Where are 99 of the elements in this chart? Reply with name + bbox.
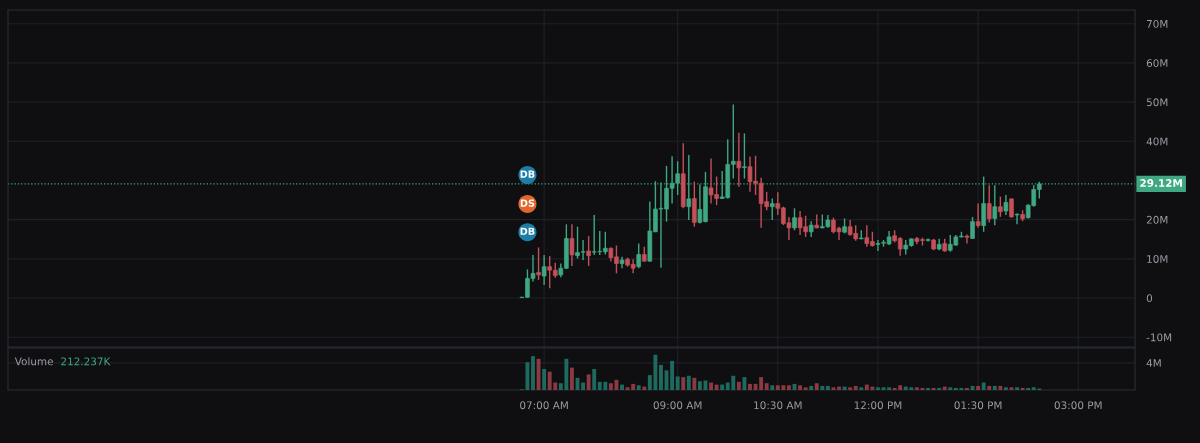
- bar: [942, 386, 947, 390]
- y-tick-label: 10M: [1147, 255, 1168, 263]
- candlestick: [742, 132, 747, 180]
- bar: [786, 385, 791, 390]
- bar: [825, 385, 830, 390]
- data-label: DB: [520, 170, 535, 178]
- bar: [692, 377, 697, 390]
- bar: [748, 383, 752, 390]
- bar: [620, 384, 624, 390]
- bar: [859, 387, 864, 390]
- bar: [686, 375, 691, 390]
- bar: [803, 387, 808, 390]
- bar: [820, 385, 825, 390]
- bar: [608, 383, 613, 390]
- bar: [770, 385, 775, 390]
- x-tick-label: 09:00 AM: [653, 401, 702, 410]
- bar: [697, 381, 702, 390]
- bar: [831, 387, 836, 390]
- bar: [998, 385, 1003, 390]
- bar: [809, 385, 814, 390]
- bar: [581, 382, 586, 390]
- y-tick-label: -10M: [1146, 333, 1172, 342]
- bar: [736, 381, 741, 390]
- bar: [531, 356, 535, 390]
- bar: [675, 376, 680, 390]
- bar: [842, 386, 847, 390]
- candlestick: [925, 237, 931, 243]
- candlestick: [964, 233, 970, 245]
- bar: [714, 384, 719, 390]
- bar: [798, 385, 802, 390]
- candlestick: [586, 235, 591, 267]
- candlestick: [792, 207, 797, 231]
- bar: [742, 377, 747, 390]
- bar: [926, 387, 930, 390]
- bar: [876, 387, 880, 390]
- y-tick-label: 20M: [1146, 215, 1168, 224]
- bar: [914, 387, 919, 390]
- bar: [636, 385, 641, 390]
- x-tick-label: 07:00 AM: [520, 401, 568, 410]
- bar: [837, 386, 841, 390]
- bar: [848, 387, 853, 390]
- candlestick: [769, 197, 775, 221]
- candlestick: [736, 131, 742, 188]
- candlestick: [692, 180, 697, 228]
- bar: [642, 386, 647, 390]
- bar: [681, 377, 686, 390]
- candlestick: [970, 216, 975, 240]
- bar: [720, 384, 725, 390]
- bar: [965, 387, 969, 390]
- bar: [937, 387, 942, 390]
- bar: [586, 374, 591, 390]
- bar: [592, 369, 597, 390]
- bar: [814, 383, 819, 390]
- bar: [536, 358, 541, 390]
- bar: [1015, 387, 1019, 390]
- candlestick: [536, 246, 541, 281]
- candlestick: [569, 223, 575, 267]
- candlestick: [998, 195, 1003, 218]
- y-tick-label: 0: [1146, 294, 1153, 303]
- y-tick-label: 70M: [1146, 19, 1168, 28]
- bar: [987, 385, 992, 390]
- bar: [670, 360, 675, 390]
- bar: [759, 377, 764, 390]
- bar: [570, 367, 574, 390]
- data-label: DS: [520, 199, 535, 207]
- candlestick: [1014, 212, 1020, 226]
- x-tick-label: 10:30 AM: [754, 401, 802, 410]
- y-tick-label: 4M: [1146, 359, 1161, 367]
- x-tick-label: 01:30 PM: [954, 401, 1002, 410]
- bar: [1020, 387, 1025, 390]
- annotation: 212.237K: [61, 357, 111, 366]
- bar: [853, 385, 858, 390]
- bar: [992, 385, 997, 390]
- y-tick-label: 60M: [1146, 59, 1168, 68]
- y-tick-label: 50M: [1146, 98, 1168, 107]
- candlestick: [986, 184, 992, 224]
- bar: [981, 382, 986, 390]
- bar: [931, 387, 936, 390]
- bar: [764, 383, 769, 390]
- bar: [659, 364, 663, 390]
- x-tick-label: 03:00 PM: [1054, 401, 1102, 410]
- bar: [948, 387, 953, 390]
- bar: [709, 382, 713, 390]
- candlestick: [636, 242, 642, 269]
- bar: [542, 369, 547, 390]
- candlestick: [1009, 197, 1014, 219]
- ref-line-label: 29.12M: [1140, 179, 1182, 187]
- bar: [887, 387, 892, 390]
- y-tick-label: 40M: [1146, 137, 1168, 146]
- candlestick: [975, 202, 981, 229]
- data-label: DB: [520, 227, 535, 235]
- candlestick: [1003, 194, 1009, 216]
- candlestick: [992, 184, 998, 226]
- bar: [1026, 387, 1031, 390]
- text: Volume: [14, 357, 53, 366]
- bar: [1003, 387, 1008, 390]
- bar: [976, 385, 981, 390]
- x-tick-label: 12:00 PM: [854, 401, 902, 410]
- candlestick: [541, 254, 547, 286]
